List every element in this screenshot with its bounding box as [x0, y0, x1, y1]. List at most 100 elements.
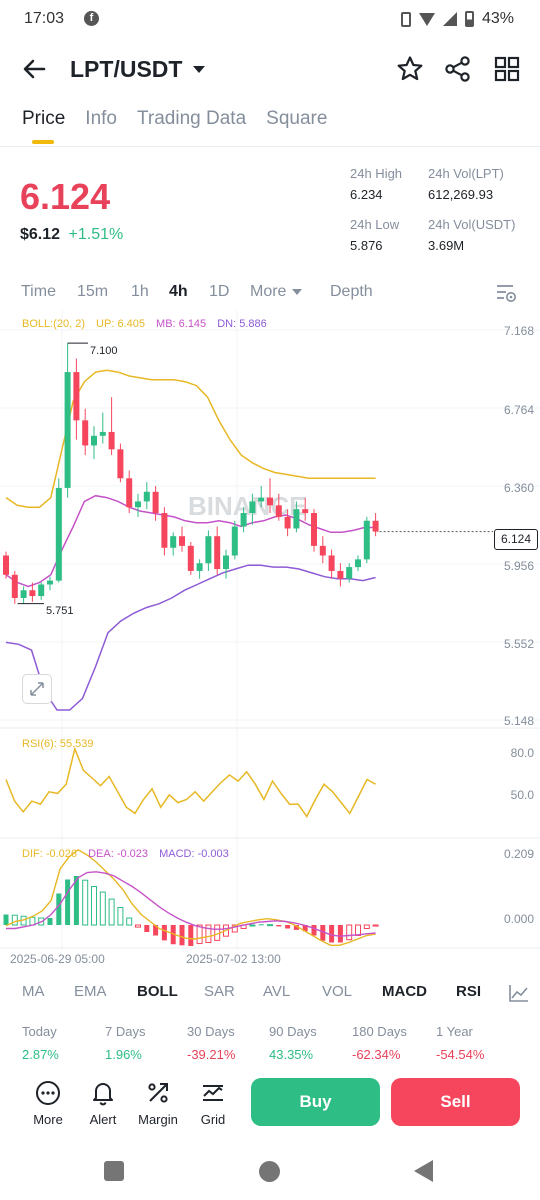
perf-label: 30 Days — [187, 1024, 235, 1039]
candle-body — [293, 509, 300, 529]
candles — [3, 343, 379, 604]
macd-bar — [302, 925, 308, 932]
candle-body — [126, 478, 133, 508]
perf-value: 43.35% — [269, 1047, 314, 1062]
candle-body — [108, 431, 115, 450]
macd-bar — [205, 924, 212, 943]
interval-more[interactable]: More — [250, 283, 303, 301]
nav-alert[interactable]: Alert — [75, 1078, 131, 1127]
macd-dif-line — [5, 848, 376, 946]
page-tabs: Price Info Trading Data Square — [22, 108, 328, 144]
indicator-macd[interactable]: MACD — [382, 983, 427, 1000]
home-icon[interactable] — [259, 1161, 280, 1182]
interval-4h[interactable]: 4h — [169, 283, 188, 300]
perf-1y: 1 Year -54.54% — [436, 1024, 484, 1062]
candle-body — [143, 491, 150, 502]
battery-percent: 43% — [481, 10, 514, 27]
macd-bar — [355, 924, 361, 936]
indicator-avl[interactable]: AVL — [263, 983, 291, 1000]
tab-trading-data[interactable]: Trading Data — [137, 108, 247, 129]
perf-180d: 180 Days -62.34% — [352, 1024, 407, 1062]
back-arrow-icon[interactable] — [20, 54, 50, 84]
indicator-sar[interactable]: SAR — [204, 983, 235, 1000]
macd-bar — [231, 924, 238, 933]
more-dots-icon — [36, 1081, 60, 1105]
boll-up: UP: 6.405 — [96, 318, 145, 330]
macd-bar — [126, 917, 133, 926]
stat-label: 24h Vol(USDT) — [428, 217, 516, 232]
interval-15m[interactable]: 15m — [77, 283, 109, 300]
candle-body — [231, 526, 238, 556]
candle-body — [73, 372, 80, 421]
indicator-boll[interactable]: BOLL — [137, 983, 178, 1000]
grid-menu-icon[interactable] — [492, 54, 522, 84]
macd-bar — [346, 924, 353, 941]
candle-body — [319, 545, 326, 556]
stat-24h-high: 24h High 6.234 — [350, 166, 402, 202]
candle-body — [152, 491, 159, 514]
macd-bar — [267, 924, 273, 927]
axis-label: 5.552 — [503, 637, 534, 651]
interval-1h[interactable]: 1h — [131, 283, 149, 300]
macd-bar — [249, 924, 256, 927]
tab-square[interactable]: Square — [266, 108, 328, 129]
indicator-ma[interactable]: MA — [22, 983, 45, 1000]
chart-grid — [0, 310, 540, 950]
indicator-ema[interactable]: EMA — [74, 983, 107, 1000]
time-label: 2025-06-29 05:00 — [10, 952, 105, 966]
candle-body — [240, 513, 247, 527]
perf-label: 180 Days — [352, 1024, 407, 1039]
macd-bar — [179, 925, 185, 946]
low-mark: 5.751 — [46, 605, 74, 617]
macd-bar — [56, 893, 62, 925]
candle-body — [284, 516, 291, 529]
system-nav-bar — [0, 1150, 540, 1190]
tab-info[interactable]: Info — [85, 108, 117, 129]
macd-bar — [82, 879, 89, 926]
indicator-rsi[interactable]: RSI — [456, 983, 482, 1000]
candle-body — [82, 420, 89, 446]
macd-bar — [153, 925, 159, 936]
macd-bar — [3, 914, 9, 925]
tab-price[interactable]: Price — [22, 108, 66, 144]
nav-more[interactable]: More — [20, 1078, 76, 1127]
pair-selector[interactable]: LPT/USDT — [70, 56, 183, 82]
macd-bar — [91, 886, 97, 926]
macd-bar — [311, 925, 317, 936]
interval-1d[interactable]: 1D — [209, 283, 230, 300]
caret-down-icon[interactable] — [193, 66, 205, 73]
candle-body — [29, 590, 36, 597]
stat-value: 612,269.93 — [428, 187, 494, 202]
indicator-vol[interactable]: VOL — [322, 983, 353, 1000]
indicator-settings-icon[interactable] — [508, 983, 530, 1003]
status-time: 17:03 — [24, 10, 65, 27]
candle-body — [302, 509, 309, 514]
candle-body — [55, 487, 62, 581]
interval-depth[interactable]: Depth — [330, 283, 373, 300]
macd-bar — [188, 925, 194, 946]
share-icon[interactable] — [443, 54, 473, 84]
boll-dn: DN: 5.886 — [217, 318, 267, 330]
nav-grid-label: Grid — [200, 1112, 226, 1127]
recent-apps-icon[interactable] — [104, 1161, 124, 1181]
macd-bar — [73, 876, 79, 925]
chart-settings-icon[interactable] — [495, 283, 517, 303]
expand-chart-button[interactable] — [22, 674, 52, 704]
buy-button[interactable]: Buy — [251, 1078, 380, 1126]
candle-body — [355, 559, 361, 568]
candle-body — [214, 536, 221, 570]
candle-body — [328, 555, 335, 571]
sell-button[interactable]: Sell — [391, 1078, 520, 1126]
price-chart[interactable]: BINANCE — [0, 310, 540, 970]
system-back-icon[interactable] — [414, 1160, 433, 1182]
bottom-action-bar: More Alert Margin Grid Buy Sell — [0, 1078, 540, 1138]
macd-bar — [329, 925, 335, 943]
macd-dea-line — [6, 871, 376, 937]
macd-bar — [196, 924, 203, 945]
interval-time[interactable]: Time — [21, 283, 56, 300]
candle-body — [363, 520, 370, 560]
stat-label: 24h High — [350, 166, 403, 181]
nav-margin[interactable]: Margin — [130, 1078, 186, 1127]
star-icon[interactable] — [395, 54, 425, 84]
nav-grid[interactable]: Grid — [185, 1078, 241, 1127]
